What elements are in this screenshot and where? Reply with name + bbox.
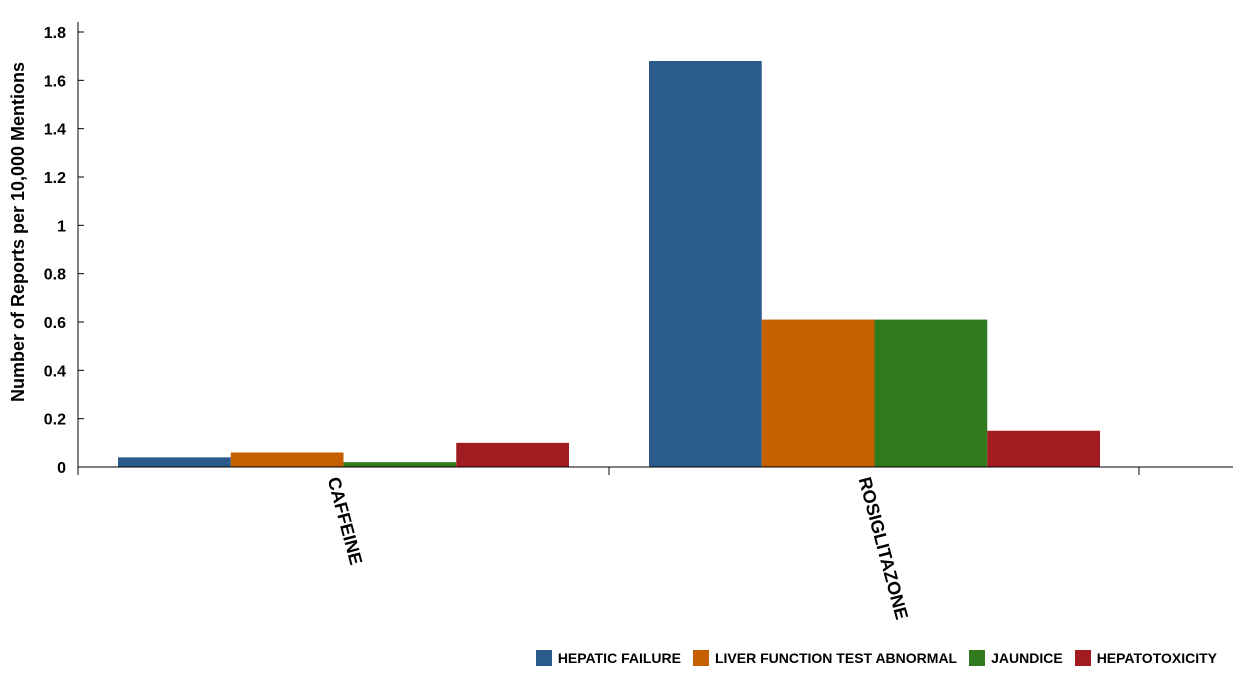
bar-rosiglitazone-hepatotoxicity xyxy=(987,430,1100,467)
y-tick-label: 0.4 xyxy=(44,363,66,380)
x-category-label: ROSIGLITAZONE xyxy=(855,475,912,622)
y-tick-label: 1.6 xyxy=(44,73,66,90)
legend-swatch xyxy=(1074,650,1091,666)
y-tick-label: 0.6 xyxy=(44,315,66,332)
bar-caffeine-hepatotoxicity xyxy=(456,442,569,467)
y-tick-label: 1.4 xyxy=(44,122,66,139)
bar-rosiglitazone-jaundice xyxy=(874,319,988,467)
y-tick-label: 1.2 xyxy=(44,170,66,187)
legend: HEPATIC FAILURE LIVER FUNCTION TEST ABNOR… xyxy=(524,650,1217,666)
legend-item: HEPATOTOXICITY xyxy=(1074,650,1217,666)
legend-item: JAUNDICE xyxy=(969,650,1063,666)
bar-caffeine-hepatic-failure xyxy=(118,457,231,467)
bar-rosiglitazone-hepatic-failure xyxy=(649,61,762,467)
legend-label: LIVER FUNCTION TEST ABNORMAL xyxy=(714,650,958,666)
legend-swatch xyxy=(969,650,986,666)
y-axis-title: Number of Reports per 10,000 Mentions xyxy=(8,62,28,402)
bars-group xyxy=(118,61,1100,467)
legend-label: HEPATIC FAILURE xyxy=(557,650,681,666)
legend-swatch xyxy=(535,650,552,666)
legend-item: HEPATIC FAILURE xyxy=(535,650,681,666)
y-tick-label: 0.8 xyxy=(44,267,66,284)
bar-caffeine-liver-function-test-abnormal xyxy=(230,452,344,467)
legend-swatch xyxy=(692,650,709,666)
y-tick-label: 1.8 xyxy=(44,25,66,42)
y-tick-label: 0.2 xyxy=(44,412,66,429)
y-tick-label: 0 xyxy=(57,460,66,477)
x-category-label: CAFFEINE xyxy=(324,475,367,567)
y-tick-label: 1 xyxy=(57,218,66,235)
bar-rosiglitazone-liver-function-test-abnormal xyxy=(761,319,875,467)
legend-label: HEPATOTOXICITY xyxy=(1096,650,1217,666)
axes-group: 0 0.2 0.4 0.6 0.8 1 1.2 1.4 1.6 1.8 CAFFEINE ROSIGL… xyxy=(44,22,1233,622)
legend-label: JAUNDICE xyxy=(991,650,1063,666)
legend-item: LIVER FUNCTION TEST ABNORMAL xyxy=(692,650,958,666)
bar-caffeine-jaundice xyxy=(343,462,457,467)
